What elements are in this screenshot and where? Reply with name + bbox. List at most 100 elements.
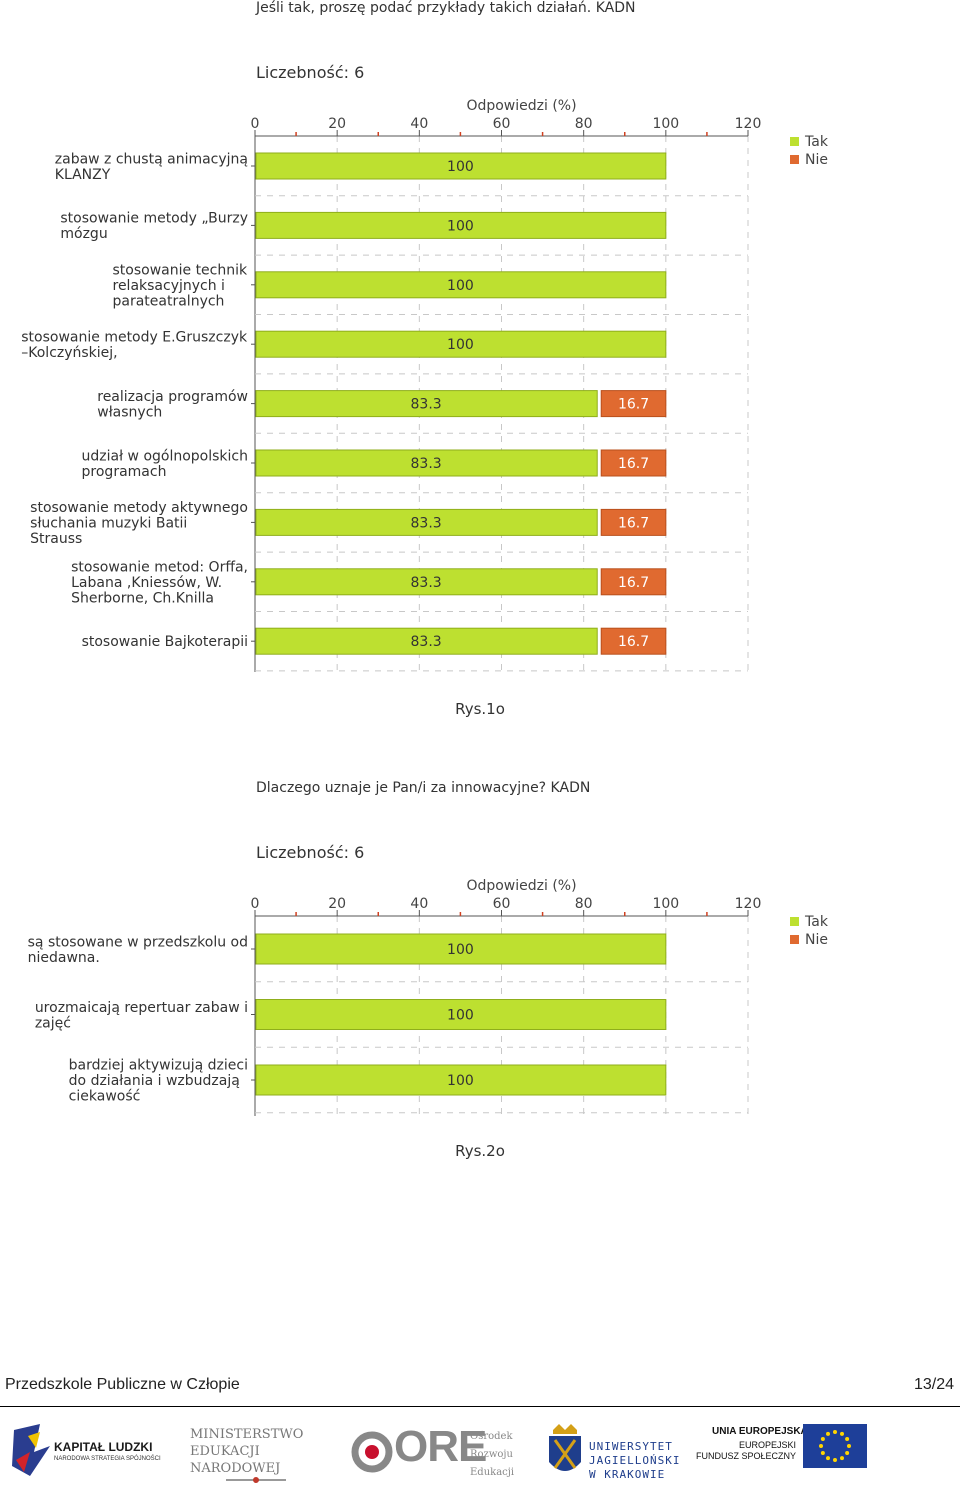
bar-label-nie: 16.7 — [618, 575, 649, 591]
category-label-line: stosowanie metody „Burzy — [60, 211, 248, 227]
bar-label-nie: 16.7 — [618, 515, 649, 531]
bar-nie — [600, 508, 667, 536]
ore-line2: Rozwoju — [470, 1449, 513, 1460]
chart1-svg: Odpowiedzi (%) 0 20 40 60 80 100 120 100 zabaw z … — [21, 98, 829, 672]
category-label: stosowanie metody „Burzy mózgu — [60, 211, 248, 243]
kapital-ludzki-logo: KAPITAŁ LUDZKI NARODOWA STRATEGIA SPÓJNO… — [10, 1418, 170, 1480]
eu-star — [833, 1458, 837, 1462]
category-label-line: stosowanie technik — [113, 262, 248, 278]
x-tick-label: 20 — [328, 896, 346, 912]
category-label-line: ciekawość — [69, 1089, 141, 1105]
category-label-line: parateatralnych — [113, 293, 225, 309]
eu-star — [819, 1444, 823, 1448]
ore-logo: ORE Ośrodek Rozwoju Edukacji — [350, 1418, 520, 1480]
eu-star — [847, 1444, 851, 1448]
category-label-line: realizacja programów — [97, 389, 248, 405]
chart2-caption: Rys.2o — [455, 1142, 505, 1160]
legend-swatch — [790, 935, 799, 944]
category-label-line: bardziej aktywizują dzieci — [69, 1058, 248, 1074]
legend-label: Nie — [805, 932, 828, 948]
bar-label-nie: 16.7 — [618, 634, 649, 650]
category-label: realizacja programów własnych — [97, 389, 248, 421]
men-logo: MINISTERSTWO EDUKACJI NARODOWEJ — [190, 1418, 310, 1483]
footer-divider — [0, 1406, 960, 1407]
eu-line1: UNIA EUROPEJSKA — [712, 1426, 808, 1437]
bar-tak — [255, 390, 598, 418]
eu-flag-icon — [803, 1424, 867, 1468]
category-label-line: zabaw z chustą animacyjną — [55, 151, 248, 167]
category-label-line: słuchania muzyki Batii — [30, 515, 187, 531]
bar-label-tak: 100 — [447, 278, 474, 294]
eu-star — [840, 1431, 844, 1436]
category-label-line: urozmaicają repertuar zabaw i — [35, 1000, 248, 1016]
uj-line3: W KRAKOWIE — [589, 1468, 666, 1481]
uj-line2: JAGIELLOŃSKI — [589, 1454, 681, 1467]
chart2-count-label: Liczebność: 6 — [256, 843, 365, 862]
legend-label: Tak — [804, 134, 829, 150]
category-label: stosowanie technik relaksacyjnych i parate… — [113, 262, 248, 309]
bar-tak — [255, 271, 667, 299]
bar-tak — [255, 330, 667, 358]
category-label-line: stosowanie metod: Orffa, — [71, 559, 248, 575]
x-tick-label: 0 — [251, 896, 260, 912]
category-label-line: programach — [82, 464, 167, 480]
category-label: stosowanie Bajkoterapii — [82, 634, 248, 650]
ore-mark: ORE — [394, 1422, 487, 1471]
ore-line1: Ośrodek — [470, 1431, 513, 1442]
category-label: stosowanie metody aktywnego słuchania muz… — [30, 500, 248, 547]
x-tick-label: 60 — [493, 116, 511, 132]
bar-label-tak: 100 — [447, 942, 474, 958]
x-tick-label: 60 — [493, 896, 511, 912]
bar-tak — [255, 211, 667, 239]
bar-label-tak: 100 — [447, 1073, 474, 1089]
category-label: stosowanie metod: Orffa, Labana ,Kniessów… — [71, 559, 248, 606]
category-label: udział w ogólnopolskich programach — [82, 448, 248, 480]
kapital-title: KAPITAŁ LUDZKI — [54, 1440, 153, 1454]
bar-label-tak: 83.3 — [411, 456, 442, 472]
category-label-line: są stosowane w przedszkolu od — [28, 934, 248, 950]
bar-nie — [600, 449, 667, 477]
category-label-line: Labana ,Kniessów, W. — [71, 575, 222, 591]
x-tick-label: 100 — [652, 116, 679, 132]
bar-tak — [255, 508, 598, 536]
kapital-ludzki-icon — [12, 1424, 50, 1476]
category-label-line: niedawna. — [28, 950, 100, 966]
bar-nie — [600, 627, 667, 655]
category-label: bardziej aktywizują dzieci do działania i… — [69, 1058, 248, 1105]
category-label-line: udział w ogólnopolskich — [82, 448, 248, 464]
bar-tak — [255, 1064, 667, 1096]
legend-label: Nie — [805, 152, 828, 168]
category-label-line: mózgu — [60, 226, 107, 242]
x-tick-label: 120 — [735, 896, 762, 912]
footer-page-number: 13/24 — [913, 1376, 954, 1393]
eu-star — [840, 1456, 844, 1461]
x-tick-label: 80 — [575, 896, 593, 912]
eu-line3: FUNDUSZ SPOŁECZNY — [695, 1451, 796, 1461]
men-line1: MINISTERSTWO — [190, 1427, 304, 1442]
bar-tak — [255, 449, 598, 477]
category-label-line: do działania i wzbudzają — [69, 1073, 240, 1089]
eu-star — [820, 1437, 825, 1441]
uj-logo: UNIWERSYTET JAGIELLOŃSKI W KRAKOWIE — [545, 1418, 685, 1484]
bar-label-nie: 16.7 — [618, 397, 649, 413]
bar-label-nie: 16.7 — [618, 456, 649, 472]
eu-star — [845, 1451, 850, 1455]
bar-label-tak: 100 — [447, 159, 474, 175]
bar-label-tak: 100 — [447, 1008, 474, 1024]
kapital-subtitle: NARODOWA STRATEGIA SPÓJNOŚCI — [54, 1456, 161, 1462]
eu-logo: UNIA EUROPEJSKA EUROPEJSKI FUNDUSZ SPOŁE… — [696, 1418, 870, 1480]
legend-label: Tak — [804, 914, 829, 930]
category-label-line: zajęć — [35, 1015, 71, 1031]
category-label: urozmaicają repertuar zabaw i zajęć — [35, 1000, 248, 1032]
x-axis-title: Odpowiedzi (%) — [466, 98, 576, 114]
x-tick-label: 40 — [410, 116, 428, 132]
bar-label-tak: 83.3 — [411, 634, 442, 650]
category-label: zabaw z chustą animacyjną KLANZY — [55, 151, 248, 183]
bar-tak — [255, 152, 667, 180]
category-label-line: KLANZY — [55, 167, 111, 183]
bar-nie — [600, 568, 667, 596]
uj-line1: UNIWERSYTET — [589, 1440, 673, 1453]
eu-star — [826, 1456, 830, 1461]
category-label-line: stosowanie metody E.Gruszczyk — [21, 329, 248, 345]
category-label-line: –Kolczyńskiej, — [21, 345, 117, 361]
